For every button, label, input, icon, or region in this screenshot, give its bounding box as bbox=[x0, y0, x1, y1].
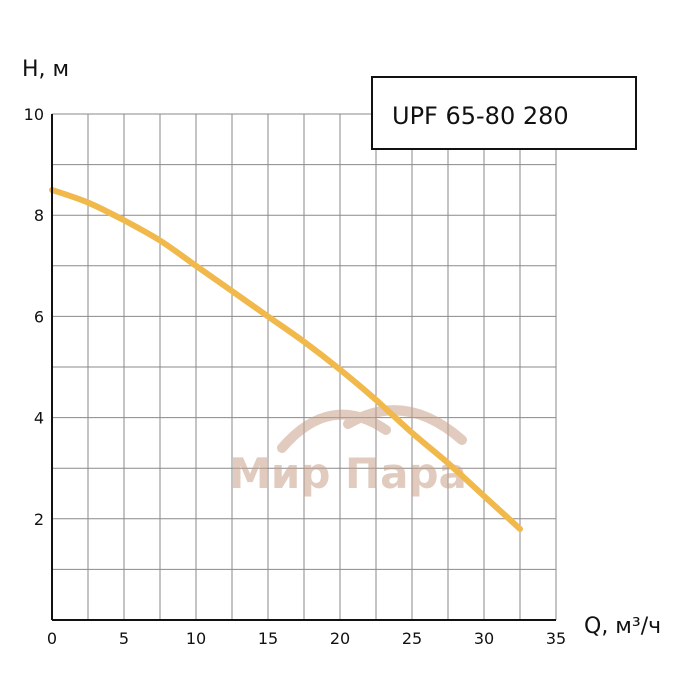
x-tick-label: 0 bbox=[47, 629, 57, 648]
y-tick-label: 6 bbox=[34, 307, 44, 326]
x-axis-title: Q, м³/ч bbox=[584, 614, 661, 639]
x-tick-label: 20 bbox=[330, 629, 350, 648]
series-line bbox=[49, 186, 523, 532]
watermark-logo: Мир Пара bbox=[229, 405, 467, 498]
series-layer bbox=[49, 186, 523, 532]
grid bbox=[52, 113, 557, 620]
x-tick-label: 30 bbox=[474, 629, 494, 648]
watermark-arc-icon bbox=[277, 409, 391, 453]
x-tick-label: 15 bbox=[258, 629, 278, 648]
x-tick-label: 25 bbox=[402, 629, 422, 648]
x-tick-label: 35 bbox=[546, 629, 566, 648]
y-tick-label: 8 bbox=[34, 206, 44, 225]
y-tick-label: 2 bbox=[34, 510, 44, 529]
y-tick-label: 4 bbox=[34, 409, 44, 428]
y-tick-label: 10 bbox=[24, 105, 44, 124]
x-tick-label: 10 bbox=[186, 629, 206, 648]
model-label-box bbox=[371, 76, 637, 150]
watermark-arc-icon-2 bbox=[343, 405, 467, 445]
model-label: UPF 65-80 280 bbox=[392, 102, 569, 130]
watermark-text: Мир Пара bbox=[229, 449, 467, 498]
tick-labels: 0 5 10 15 20 25 30 35 2 4 6 8 10 bbox=[24, 105, 567, 648]
x-tick-label: 5 bbox=[119, 629, 129, 648]
y-axis-title: H, м bbox=[22, 57, 69, 82]
